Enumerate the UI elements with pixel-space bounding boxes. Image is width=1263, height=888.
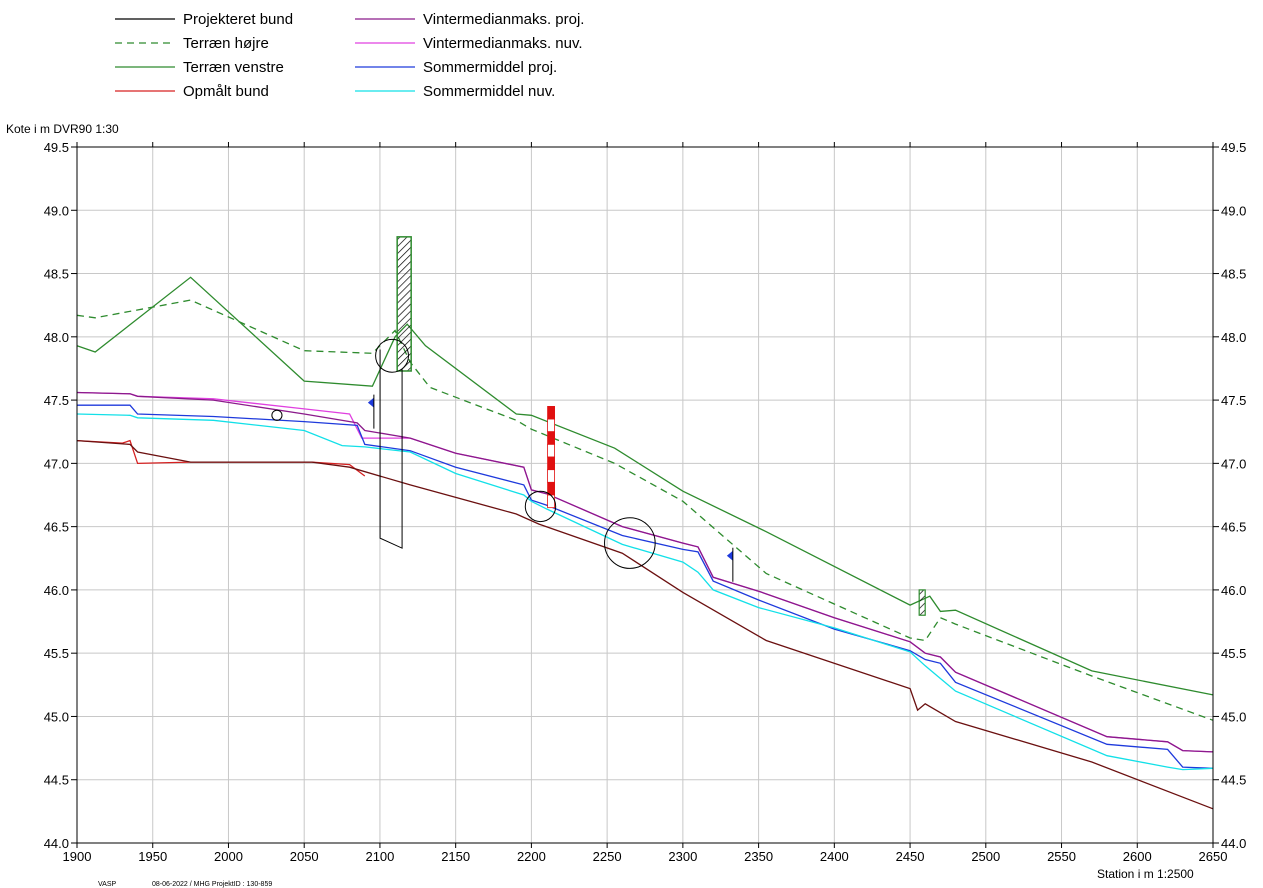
y-tick-label-right: 46.5: [1221, 520, 1246, 535]
gauge-pole-segment: [547, 456, 555, 471]
structures: [271, 236, 926, 616]
y-tick-label: 47.5: [44, 393, 69, 408]
y-tick-label-right: 44.0: [1221, 836, 1246, 851]
legend-label: Opmålt bund: [183, 83, 269, 100]
small-weir-structure: [918, 589, 926, 616]
x-tick-label: 1950: [138, 849, 167, 864]
x-tick-label: 2200: [517, 849, 546, 864]
y-tick-label-right: 47.0: [1221, 456, 1246, 471]
legend-label: Vintermedianmaks. nuv.: [423, 35, 583, 52]
circle-marker: [375, 338, 410, 373]
legend-label: Sommermiddel nuv.: [423, 83, 555, 100]
series-line: [76, 439, 1214, 810]
x-tick-label: 2150: [441, 849, 470, 864]
gauge-pole-segment: [547, 431, 555, 445]
gauge-pole-segment: [547, 443, 555, 458]
y-axis-label: Kote i m DVR90 1:30: [6, 122, 119, 136]
x-tick-label: 1900: [63, 849, 92, 864]
y-tick-label: 48.0: [44, 330, 69, 345]
series-line: [76, 391, 1214, 753]
gauge-pole-segment: [547, 494, 555, 509]
x-tick-label: 2000: [214, 849, 243, 864]
circle-marker: [604, 517, 656, 569]
plot-frame: [76, 146, 1214, 844]
x-tick-label: 2250: [593, 849, 622, 864]
series-line: [76, 439, 366, 477]
y-tick-label: 45.5: [44, 646, 69, 661]
y-tick-label: 49.5: [44, 140, 69, 155]
y-tick-label: 44.0: [44, 836, 69, 851]
circle-marker: [524, 490, 557, 523]
legend-label: Projekteret bund: [183, 11, 293, 28]
y-tick-label-right: 45.5: [1221, 646, 1246, 661]
y-tick-label: 46.0: [44, 583, 69, 598]
x-tick-label: 2300: [668, 849, 697, 864]
x-axis-label: Station i m 1:2500: [1097, 867, 1194, 881]
x-tick-label: 2050: [290, 849, 319, 864]
y-tick-label: 46.5: [44, 520, 69, 535]
y-tick-label-right: 47.5: [1221, 393, 1246, 408]
y-tick-label: 44.5: [44, 773, 69, 788]
y-tick-label-right: 44.5: [1221, 773, 1246, 788]
legend: Projekteret bund Terræn højre Terræn venst…: [115, 11, 584, 100]
footer-meta: 08-06-2022 / MHG ProjektID : 130-859: [152, 881, 272, 888]
y-tick-labels-right: 44.0 44.5 45.0 45.5 46.0 46.5 47.0 47.5 48.0 48.5…: [1221, 140, 1246, 851]
x-tick-label: 2450: [896, 849, 925, 864]
x-tick-label: 2600: [1123, 849, 1152, 864]
series-lines: [76, 276, 1214, 810]
x-tick-label: 2100: [365, 849, 394, 864]
series-line: [77, 404, 1214, 769]
weir-structure: [396, 236, 412, 372]
flag-marker: [367, 397, 374, 408]
y-tick-label-right: 48.5: [1221, 267, 1246, 282]
y-tick-label-right: 49.5: [1221, 140, 1246, 155]
x-tick-label: 2550: [1047, 849, 1076, 864]
x-tick-label: 2650: [1199, 849, 1228, 864]
y-tick-labels-left: 44.0 44.5 45.0 45.5 46.0 46.5 47.0 47.5 48.0 48.5…: [44, 140, 69, 851]
y-tick-label-right: 48.0: [1221, 330, 1246, 345]
gauge-pole-segment: [547, 406, 555, 420]
x-tick-labels: 1900 1950 2000 2050 2100 2150 2200 2250 2300 2350…: [63, 849, 1228, 864]
culvert-outline: [379, 349, 403, 549]
y-tick-label-right: 45.0: [1221, 709, 1246, 724]
grid: [71, 142, 1219, 848]
footer-code: VASP: [98, 881, 116, 888]
legend-label: Terræn venstre: [183, 59, 284, 76]
series-line: [76, 391, 1214, 753]
legend-label: Sommermiddel proj.: [423, 59, 557, 76]
legend-label: Vintermedianmaks. proj.: [423, 11, 584, 28]
y-tick-label: 48.5: [44, 267, 69, 282]
y-tick-label: 47.0: [44, 456, 69, 471]
y-tick-label: 49.0: [44, 203, 69, 218]
series-line: [76, 299, 1214, 721]
gauge-pole-segment: [547, 469, 555, 483]
y-tick-label-right: 49.0: [1221, 203, 1246, 218]
y-tick-label-right: 46.0: [1221, 583, 1246, 598]
gauge-pole-segment: [547, 418, 555, 433]
x-tick-label: 2400: [820, 849, 849, 864]
series-line: [76, 276, 1214, 696]
legend-label: Terræn højre: [183, 35, 269, 52]
x-tick-label: 2350: [744, 849, 773, 864]
circle-marker: [271, 409, 283, 421]
x-tick-label: 2500: [971, 849, 1000, 864]
flag-marker: [726, 550, 733, 561]
y-tick-label: 45.0: [44, 709, 69, 724]
